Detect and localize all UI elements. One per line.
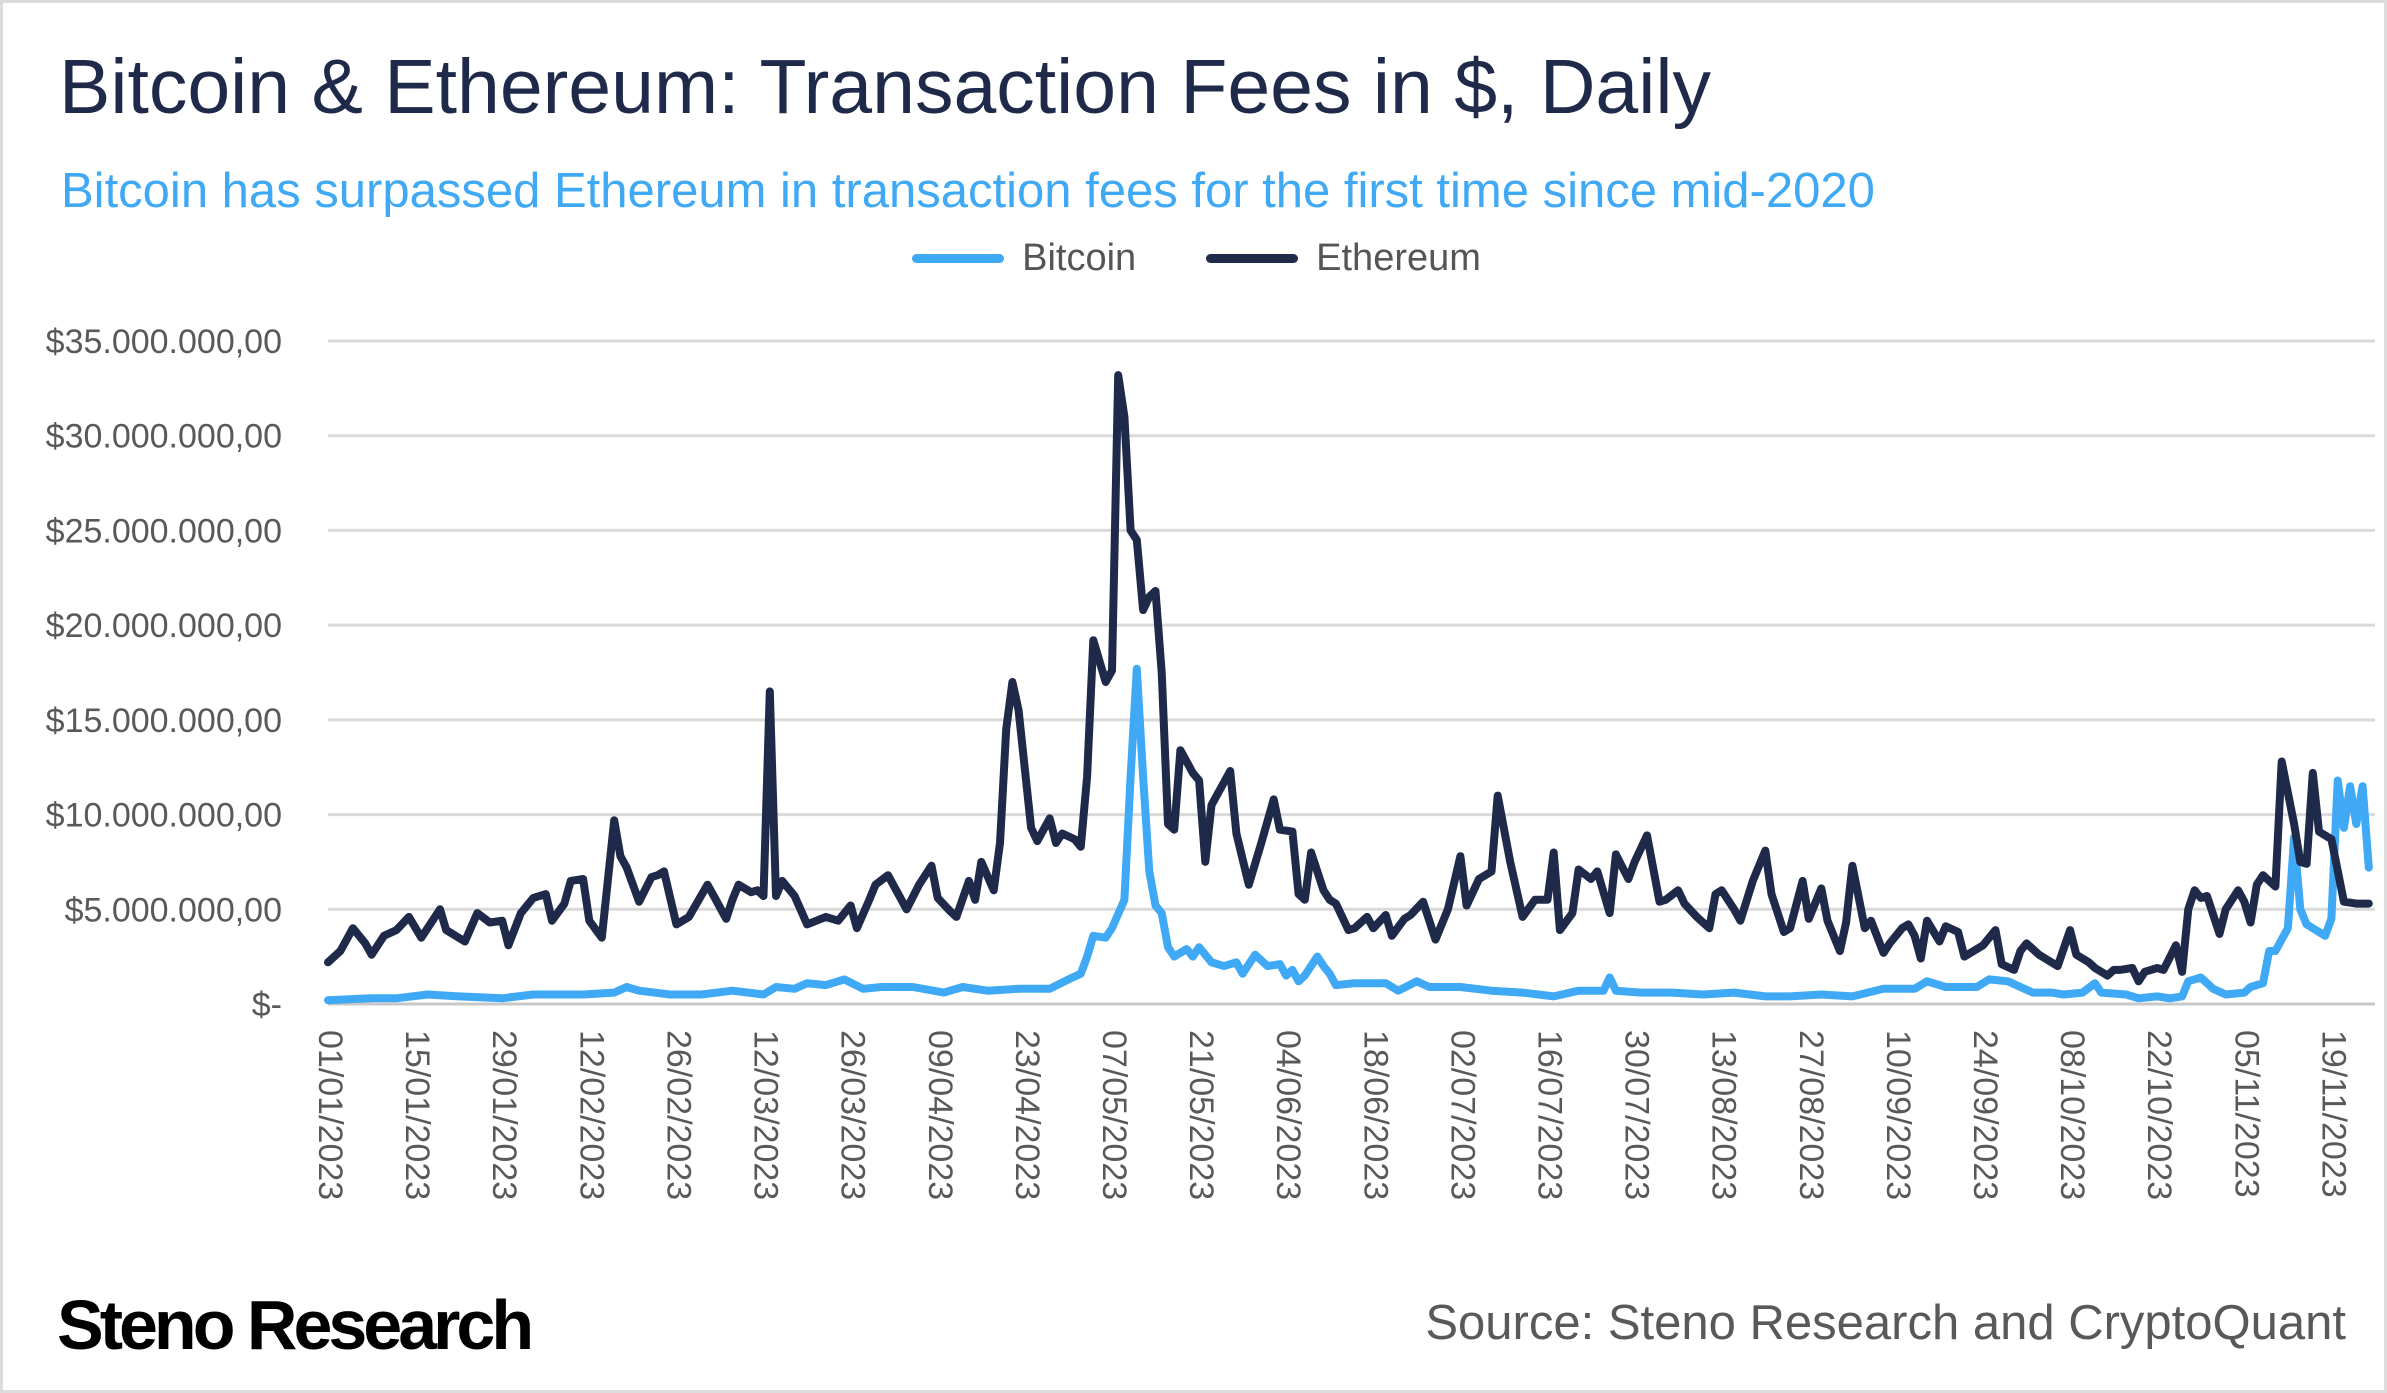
x-tick-label: 13/08/2023 <box>1705 1030 1743 1200</box>
chart-plot: $- $5.000.000,00 $10.000.000,00 $15.000.000… <box>46 323 2375 1200</box>
y-tick-label: $10.000.000,00 <box>46 797 282 835</box>
x-tick-label: 21/05/2023 <box>1182 1030 1220 1200</box>
y-tick-label: $35.000.000,00 <box>46 323 282 361</box>
x-tick-label: 12/02/2023 <box>572 1030 610 1200</box>
source-note: Source: Steno Research and CryptoQuant <box>1425 1296 2346 1350</box>
y-tick-label: $- <box>252 986 282 1024</box>
x-tick-label: 10/09/2023 <box>1879 1030 1917 1200</box>
legend-item-bitcoin: Bitcoin <box>912 237 1136 280</box>
x-tick-label: 15/01/2023 <box>398 1030 436 1200</box>
x-tick-label: 16/07/2023 <box>1531 1030 1569 1200</box>
y-tick-label: $30.000.000,00 <box>46 418 282 456</box>
x-tick-label: 22/10/2023 <box>2140 1030 2178 1200</box>
y-tick-label: $20.000.000,00 <box>46 607 282 645</box>
legend-item-ethereum: Ethereum <box>1206 237 1481 280</box>
x-tick-label: 23/04/2023 <box>1008 1030 1046 1200</box>
x-tick-label: 18/06/2023 <box>1356 1030 1394 1200</box>
x-tick-label: 24/09/2023 <box>1966 1030 2004 1200</box>
steno-research-logo: Steno Research <box>57 1286 534 1364</box>
x-tick-label: 26/02/2023 <box>659 1030 697 1200</box>
y-tick-label: $15.000.000,00 <box>46 702 282 740</box>
x-tick-label: 05/11/2023 <box>2227 1030 2265 1198</box>
x-tick-label: 26/03/2023 <box>834 1030 872 1200</box>
x-tick-label: 19/11/2023 <box>2314 1030 2352 1198</box>
series-line-bitcoin <box>324 664 2373 1005</box>
y-tick-label: $25.000.000,00 <box>46 512 282 550</box>
x-tick-label: 02/07/2023 <box>1443 1030 1481 1200</box>
y-tick-label: $5.000.000,00 <box>65 891 282 929</box>
legend: Bitcoin Ethereum <box>3 237 2384 280</box>
x-tick-label: 09/04/2023 <box>921 1030 959 1200</box>
x-tick-label: 30/07/2023 <box>1618 1030 1656 1200</box>
x-tick-label: 04/06/2023 <box>1269 1030 1307 1200</box>
x-tick-label: 01/01/2023 <box>311 1030 349 1200</box>
legend-label-ethereum: Ethereum <box>1316 237 1481 279</box>
x-tick-label: 07/05/2023 <box>1095 1030 1133 1200</box>
legend-swatch-bitcoin <box>912 254 1005 263</box>
legend-label-bitcoin: Bitcoin <box>1022 237 1137 279</box>
x-tick-label: 12/03/2023 <box>747 1030 785 1200</box>
x-tick-label: 29/01/2023 <box>485 1030 523 1200</box>
legend-swatch-ethereum <box>1206 254 1299 263</box>
x-tick-label: 08/10/2023 <box>2053 1030 2091 1200</box>
x-tick-label: 27/08/2023 <box>1792 1030 1830 1200</box>
series-line-ethereum <box>324 371 2373 986</box>
chart-subtitle: Bitcoin has surpassed Ethereum in transa… <box>61 164 1875 218</box>
chart-title: Bitcoin & Ethereum: Transaction Fees in … <box>59 44 1711 130</box>
